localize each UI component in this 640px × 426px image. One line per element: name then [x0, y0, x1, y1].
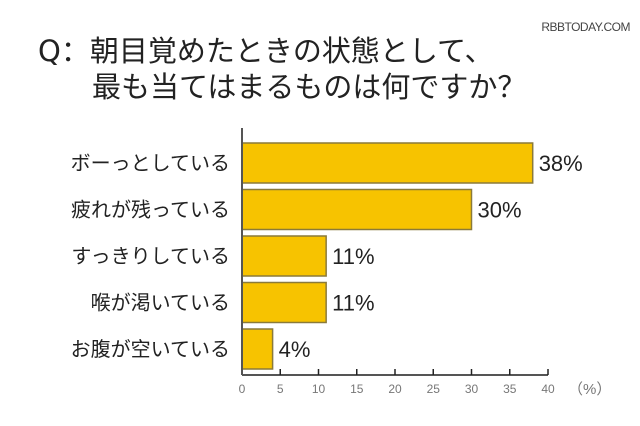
x-tick-label: 15	[350, 382, 364, 396]
category-label: ボーっとしている	[71, 151, 230, 175]
x-tick-label: 20	[388, 382, 402, 396]
x-unit-label: （%）	[568, 381, 611, 398]
x-tick-label: 35	[503, 382, 517, 396]
value-label: 11%	[332, 244, 374, 269]
chart-title-line-1: Q：朝目覚めたときの状態として、	[38, 34, 494, 68]
value-label: 11%	[332, 291, 374, 316]
x-tick-label: 5	[277, 382, 284, 396]
bar	[241, 235, 327, 277]
x-tick-label: 40	[541, 382, 555, 396]
bar	[241, 142, 534, 184]
x-tick-label: 0	[239, 382, 246, 396]
bar	[241, 328, 274, 370]
bar	[241, 281, 327, 324]
value-label: 38%	[539, 151, 583, 176]
value-label: 4%	[279, 337, 311, 362]
chart-title-line-2: 最も当てはまるものは何ですか？	[92, 70, 527, 104]
x-tick-label: 25	[427, 382, 441, 396]
category-label: 喉が渇いている	[91, 291, 230, 315]
category-label: 疲れが残っている	[71, 198, 230, 222]
x-tick-label: 30	[465, 382, 479, 396]
category-label: お腹が空いている	[71, 337, 230, 361]
value-label: 30%	[478, 198, 522, 223]
category-label: すっきりしている	[71, 244, 230, 268]
watermark: RBBTODAY.COM	[541, 20, 630, 34]
x-tick-label: 10	[312, 382, 326, 396]
bar	[241, 188, 473, 231]
